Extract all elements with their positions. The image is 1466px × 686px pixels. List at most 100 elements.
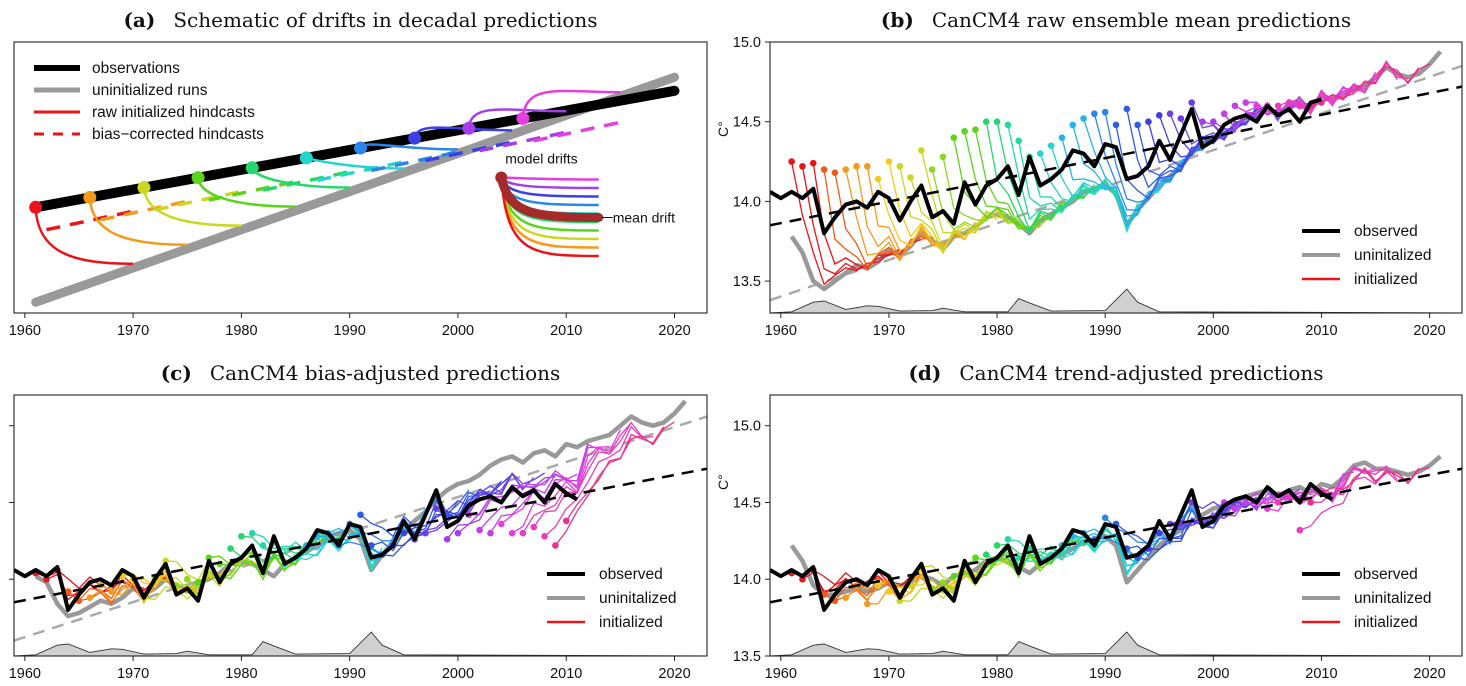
initialized-start-marker — [563, 518, 570, 525]
x-tick-label: 2000 — [1197, 323, 1229, 339]
initialized-start-marker — [422, 530, 429, 537]
initialized-hindcast — [371, 493, 479, 551]
legend-label: observed — [1354, 566, 1418, 583]
initialized-start-marker — [1232, 102, 1239, 109]
initialized-start-marker — [1297, 527, 1304, 534]
hindcast-start-marker — [83, 191, 96, 204]
initialized-start-marker — [1080, 115, 1087, 122]
y-tick-label: 14.5 — [733, 495, 761, 511]
observed-trend — [770, 87, 1462, 226]
initialized-start-marker — [1286, 99, 1293, 106]
initialized-start-marker — [821, 166, 828, 173]
initialized-start-marker — [896, 163, 903, 170]
initialized-start-marker — [541, 533, 548, 540]
y-tick-label: 14.0 — [733, 194, 761, 210]
x-tick-label: 1960 — [765, 666, 797, 682]
panel-b: observed uninitalized initialized 1960 1970 1… — [715, 8, 1462, 339]
initialized-start-marker — [1199, 118, 1206, 125]
legend-label: uninitialized runs — [92, 82, 208, 99]
panel-title: (b) CanCM4 raw ensemble mean predictions — [881, 8, 1351, 32]
x-tick-label: 1980 — [225, 323, 257, 339]
initialized-start-marker — [1102, 515, 1109, 522]
initialized-start-marker — [1113, 122, 1120, 129]
x-tick-label: 1980 — [981, 323, 1013, 339]
initialized-start-marker — [875, 176, 882, 183]
initialized-start-marker — [1307, 499, 1314, 506]
initialized-start-marker — [184, 576, 191, 583]
initialized-start-marker — [842, 594, 849, 601]
volcanic-forcing-area — [770, 289, 1462, 313]
initialized-start-marker — [907, 174, 914, 181]
initialized-start-marker — [1178, 115, 1185, 122]
initialized-start-marker — [886, 588, 893, 595]
initialized-start-marker — [810, 160, 817, 167]
y-axis-label: C° — [715, 121, 731, 137]
initialized-start-marker — [1037, 150, 1044, 157]
legend-label: initialized — [1354, 271, 1418, 288]
hindcast-start-marker — [300, 151, 313, 164]
initialized-start-marker — [853, 163, 860, 170]
hindcast-start-marker — [354, 142, 367, 155]
x-tick-label: 2020 — [1413, 666, 1445, 682]
initialized-hindcast — [1300, 471, 1408, 530]
x-tick-label: 1970 — [117, 666, 149, 682]
panel-title: (c) CanCM4 bias-adjusted predictions — [161, 361, 561, 385]
initialized-start-marker — [498, 521, 505, 528]
initialized-start-marker — [86, 594, 93, 601]
initialized-start-marker — [1275, 102, 1282, 109]
panel-d: observed uninitalized initialized 1960 1970 1… — [715, 361, 1462, 682]
bias-corrected-hindcast — [46, 211, 133, 230]
initialized-start-marker — [1167, 110, 1174, 117]
x-tick-label: 1980 — [981, 666, 1013, 682]
initialized-start-marker — [444, 536, 451, 543]
initialized-start-marker — [1048, 142, 1055, 149]
y-tick-label: 15.0 — [733, 419, 761, 435]
x-tick-label: 2010 — [1305, 323, 1337, 339]
y-tick-label: 13.5 — [733, 649, 761, 665]
initialized-start-marker — [972, 126, 979, 133]
volcanic-forcing-area — [14, 632, 707, 656]
initialized-start-marker — [1297, 102, 1304, 109]
x-tick-label: 1980 — [225, 666, 257, 682]
initialized-start-marker — [1221, 110, 1228, 117]
initialized-start-marker — [1188, 99, 1195, 106]
legend-label: observations — [92, 60, 180, 77]
hindcast-start-marker — [29, 201, 42, 214]
x-tick-label: 1990 — [334, 666, 366, 682]
initialized-start-marker — [530, 524, 537, 531]
hindcast-start-marker — [462, 122, 475, 135]
initialized-start-marker — [357, 511, 364, 518]
initialized-start-marker — [832, 169, 839, 176]
initialized-start-marker — [1156, 112, 1163, 119]
y-axis-label: C° — [715, 474, 731, 490]
x-tick-label: 2000 — [442, 666, 474, 682]
x-tick-label: 2020 — [658, 666, 690, 682]
bias-corrected-hindcast — [209, 182, 296, 201]
legend-label: observed — [1354, 223, 1418, 240]
initialized-start-marker — [1242, 99, 1249, 106]
x-tick-label: 1960 — [9, 323, 41, 339]
initialized-start-marker — [940, 579, 947, 586]
y-tick-label: 14.0 — [733, 572, 761, 588]
model-drifts-label: model drifts — [505, 151, 577, 167]
mean-drift-label: mean drift — [613, 210, 675, 226]
initialized-start-marker — [1134, 122, 1141, 129]
x-tick-label: 2010 — [550, 666, 582, 682]
initialized-start-marker — [886, 158, 893, 165]
initialized-start-marker — [108, 588, 115, 595]
initialized-start-marker — [864, 163, 871, 170]
initialized-hindcast — [965, 131, 1073, 229]
initialized-start-marker — [788, 158, 795, 165]
initialized-start-marker — [1102, 109, 1109, 116]
initialized-start-marker — [1059, 134, 1066, 141]
x-tick-label: 1990 — [1089, 666, 1121, 682]
initialized-start-marker — [994, 118, 1001, 125]
initialized-start-marker — [994, 542, 1001, 549]
x-tick-label: 1970 — [117, 323, 149, 339]
initialized-start-marker — [983, 118, 990, 125]
model-drift-curve — [501, 178, 598, 180]
legend-label: uninitalized — [1354, 590, 1432, 607]
initialized-start-marker — [1015, 138, 1022, 145]
initialized-start-marker — [227, 545, 234, 552]
